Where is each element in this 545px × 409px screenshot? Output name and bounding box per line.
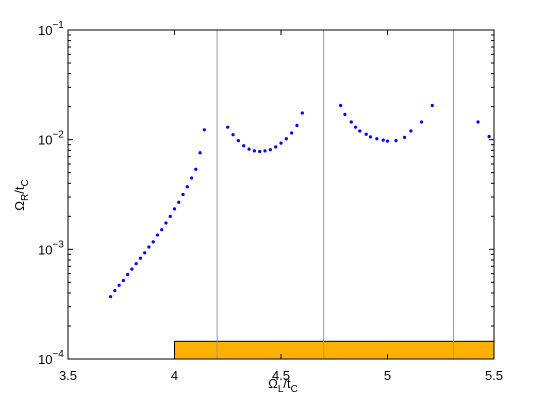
data-point xyxy=(349,120,353,124)
plot-frame xyxy=(67,29,495,360)
x-tick-label: 5 xyxy=(384,368,391,383)
data-point xyxy=(295,123,299,127)
data-point xyxy=(151,240,155,244)
data-point xyxy=(117,283,121,287)
y-tick-base: 10 xyxy=(38,23,52,38)
data-point xyxy=(226,125,230,129)
data-point xyxy=(358,129,362,133)
data-point xyxy=(375,137,379,141)
data-point xyxy=(263,149,267,153)
y-tick-label: 10−1 xyxy=(38,20,64,38)
data-point xyxy=(172,207,177,211)
data-point xyxy=(430,103,434,108)
y-tick-exponent: −3 xyxy=(52,239,64,250)
y-tick-label: 10−4 xyxy=(38,349,64,367)
data-point xyxy=(202,128,206,132)
x-tick-label: 5.5 xyxy=(485,368,503,383)
data-point xyxy=(279,141,283,145)
y-tick-label: 10−3 xyxy=(38,239,64,257)
data-point xyxy=(185,185,189,189)
data-point xyxy=(364,132,368,136)
data-point xyxy=(155,233,160,237)
data-point xyxy=(121,278,125,283)
data-point xyxy=(134,262,138,266)
data-point xyxy=(126,272,130,277)
y-tick-exponent: −1 xyxy=(52,20,64,31)
data-point xyxy=(290,131,294,135)
data-point xyxy=(168,214,172,218)
y-axis-label: ΩR/tC xyxy=(12,179,31,210)
data-point xyxy=(385,139,390,143)
data-point xyxy=(138,256,143,260)
data-point xyxy=(198,151,202,155)
data-point xyxy=(343,112,347,116)
data-point xyxy=(487,134,491,139)
data-point xyxy=(402,135,407,139)
data-point xyxy=(476,120,480,124)
y-tick-base: 10 xyxy=(38,133,52,148)
data-point xyxy=(143,251,147,255)
data-point xyxy=(300,111,304,115)
data-point xyxy=(252,149,256,153)
data-point xyxy=(268,148,272,152)
data-point xyxy=(368,135,373,139)
y-tick-label: 10−2 xyxy=(38,130,64,148)
data-point xyxy=(236,139,240,143)
data-point xyxy=(242,144,246,148)
y-tick-base: 10 xyxy=(38,352,52,367)
data-point xyxy=(339,103,343,108)
x-tick-label: 4 xyxy=(171,368,178,383)
data-point xyxy=(394,139,398,143)
band xyxy=(174,340,495,360)
x-tick-label: 3.5 xyxy=(59,368,77,383)
data-point xyxy=(353,125,358,129)
data-point xyxy=(194,167,198,171)
y-tick-exponent: −2 xyxy=(52,130,64,141)
y-tick-base: 10 xyxy=(38,242,52,257)
x-tick-label: 4.5 xyxy=(272,368,290,383)
data-point xyxy=(409,129,413,133)
data-point xyxy=(164,221,168,225)
data-point xyxy=(160,228,164,232)
data-point xyxy=(231,133,235,137)
data-point xyxy=(147,245,151,249)
data-point xyxy=(419,120,424,124)
data-point xyxy=(177,200,181,204)
data-point xyxy=(274,145,278,149)
data-point xyxy=(181,192,185,197)
x-axis-label: ΩL/tC xyxy=(268,376,298,395)
data-point xyxy=(109,295,113,299)
y-tick-exponent: −4 xyxy=(52,349,64,360)
data-point xyxy=(381,138,385,142)
data-point xyxy=(189,176,194,180)
data-point xyxy=(247,147,251,151)
data-point xyxy=(113,289,117,293)
data-point xyxy=(258,149,262,154)
data-point xyxy=(130,267,134,271)
data-point xyxy=(284,137,288,141)
